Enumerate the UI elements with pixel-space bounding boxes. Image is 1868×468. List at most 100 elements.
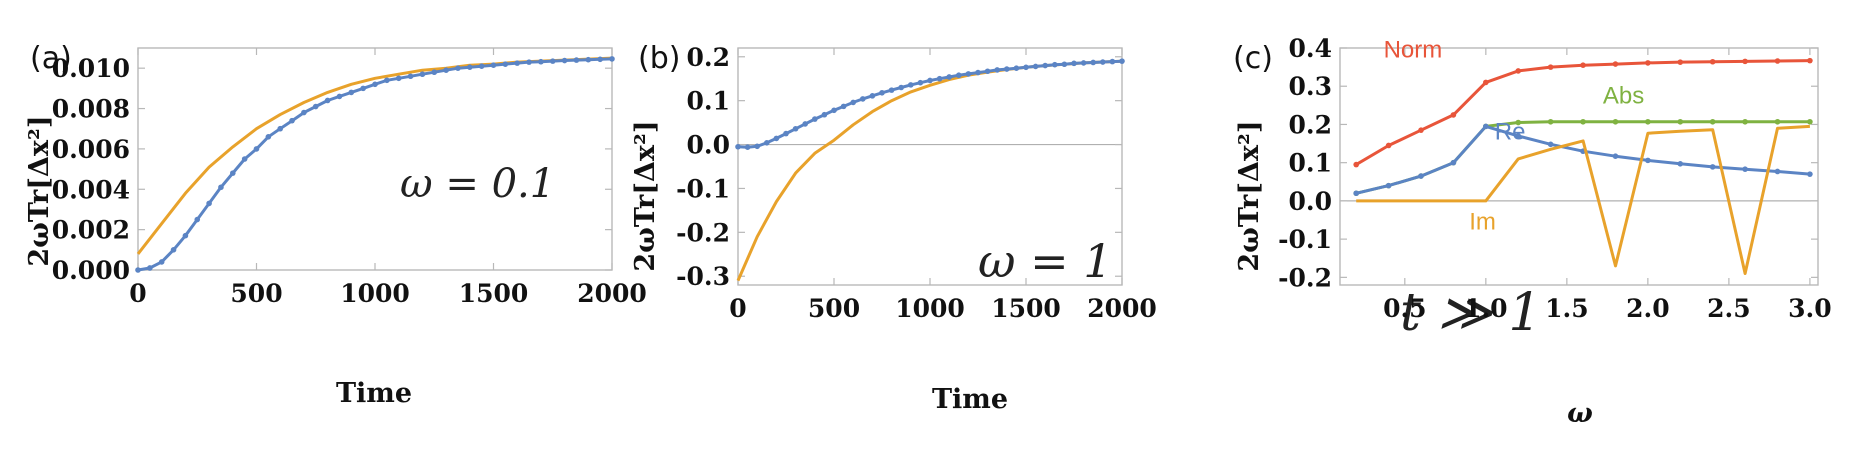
x-tick-label: 0.5 [1383, 294, 1427, 323]
y-tick-label: 0.008 [52, 95, 130, 124]
im-line [1356, 124, 1810, 275]
x-axis-label: Time [932, 384, 1008, 415]
series-1-point [230, 170, 236, 176]
series-1-point [764, 140, 770, 146]
series-1-point [773, 135, 780, 142]
series-1-point [170, 247, 177, 253]
series-1-point [407, 73, 414, 80]
series-1-point [241, 156, 248, 162]
norm-point [1418, 127, 1424, 133]
y-tick-label: -0.2 [676, 218, 730, 247]
y-tick-label: 0.1 [687, 87, 731, 116]
series-1-point [917, 79, 924, 86]
series-1-point [549, 58, 556, 64]
y-tick-label: 0.0 [1289, 187, 1333, 216]
series-1-point [831, 107, 837, 114]
y-tick-label: 0.010 [52, 54, 130, 83]
norm-point [1385, 142, 1392, 149]
series-1-point [792, 125, 799, 132]
re-point [1645, 157, 1651, 164]
x-tick-label: 2000 [1087, 294, 1157, 323]
abs-point [1807, 118, 1813, 125]
series-1-point [1032, 63, 1039, 70]
series-1-point [850, 99, 856, 106]
series-1-point [1013, 65, 1020, 71]
series-1-point [478, 63, 485, 69]
y-tick-label: 0.2 [1289, 110, 1333, 139]
norm-point [1807, 57, 1813, 64]
series-1-point [490, 62, 497, 68]
series-1-point [936, 75, 943, 82]
re-point [1742, 166, 1748, 172]
y-tick-label: 0.2 [687, 43, 731, 72]
y-tick-label: 0.4 [1289, 34, 1333, 63]
re-point [1483, 123, 1489, 130]
series-1-point [182, 232, 189, 239]
series-1-point [754, 143, 760, 150]
y-tick-label: 0.006 [52, 135, 130, 164]
re-point [1353, 190, 1360, 197]
norm-point [1483, 79, 1489, 86]
panel-label: (a) [30, 41, 72, 76]
y-axis-label: 2ωTr[Δx²] [24, 115, 55, 266]
norm-point [1742, 58, 1748, 65]
x-tick-label: 2.0 [1626, 294, 1670, 323]
series-1-point [860, 96, 866, 102]
series-1-point [265, 134, 272, 140]
panel-b: (b) ω = 1 Time 2ωTr[Δx²] 0 500 1000 1500 200… [630, 41, 1157, 415]
series-1-point [1042, 62, 1048, 69]
plot-frame [1339, 47, 1819, 286]
series-1-point [324, 97, 331, 104]
series-1-point [360, 85, 366, 92]
norm-point [1515, 68, 1522, 74]
series-1-point [1061, 61, 1068, 68]
series-1-point [253, 146, 260, 152]
series-1-line [737, 59, 1123, 149]
series-1-point [744, 144, 751, 150]
plot-frame [137, 47, 613, 271]
series-1-point [395, 75, 402, 82]
series-1-point [888, 87, 895, 93]
y-tick-label: 0.000 [52, 256, 130, 285]
x-tick-label: 1500 [459, 279, 529, 308]
series-1-point [840, 103, 847, 110]
series-1-point [538, 58, 544, 65]
series-1-point [965, 71, 972, 77]
re-point [1418, 173, 1424, 179]
abs-point [1677, 118, 1684, 125]
x-tick-label: 0 [129, 279, 146, 308]
series-1-point [956, 72, 962, 79]
x-tick-label: 2000 [577, 279, 647, 308]
series-1-point [597, 56, 603, 63]
omega-annotation: ω = 1 [978, 234, 1113, 288]
series-1-point [147, 265, 153, 271]
series-1-point [573, 57, 580, 63]
series-1-point [348, 89, 355, 96]
abs-point [1515, 119, 1522, 126]
norm-point [1774, 58, 1781, 64]
x-tick-label: 1000 [895, 294, 965, 323]
re-line [1355, 124, 1811, 195]
abs-point [1774, 118, 1781, 125]
series-1-point [526, 59, 532, 65]
series-1-point [336, 93, 343, 100]
x-tick-label: 3.0 [1788, 294, 1832, 323]
y-tick-label: 0.1 [1289, 149, 1333, 178]
series-1-point [1023, 64, 1029, 71]
series-1-point [384, 77, 390, 84]
series-label-norm: Norm [1384, 37, 1443, 64]
re-point [1450, 159, 1457, 166]
x-tick-label: 1500 [991, 294, 1061, 323]
x-tick-label: 1.5 [1545, 294, 1589, 323]
series-1-point [869, 93, 876, 99]
re-point [1807, 171, 1813, 177]
re-point [1677, 161, 1684, 167]
y-axis-label: 2ωTr[Δx²] [630, 120, 661, 271]
re-point [1385, 182, 1392, 189]
series-1-point [514, 60, 520, 66]
norm-point [1677, 59, 1684, 65]
series-1-point [1052, 61, 1058, 68]
series-1-point [372, 81, 378, 88]
norm-point [1580, 62, 1586, 69]
